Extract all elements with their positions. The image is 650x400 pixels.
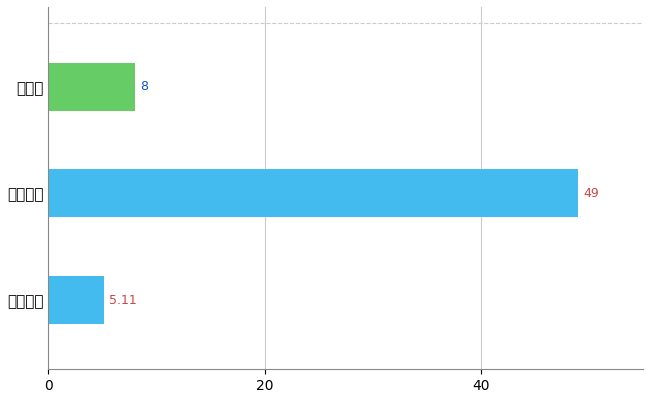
Text: 49: 49: [584, 187, 599, 200]
Text: 5.11: 5.11: [109, 294, 136, 306]
Bar: [48, 276, 103, 324]
Bar: [48, 170, 578, 218]
Bar: [48, 63, 135, 111]
Text: 8: 8: [140, 80, 148, 93]
